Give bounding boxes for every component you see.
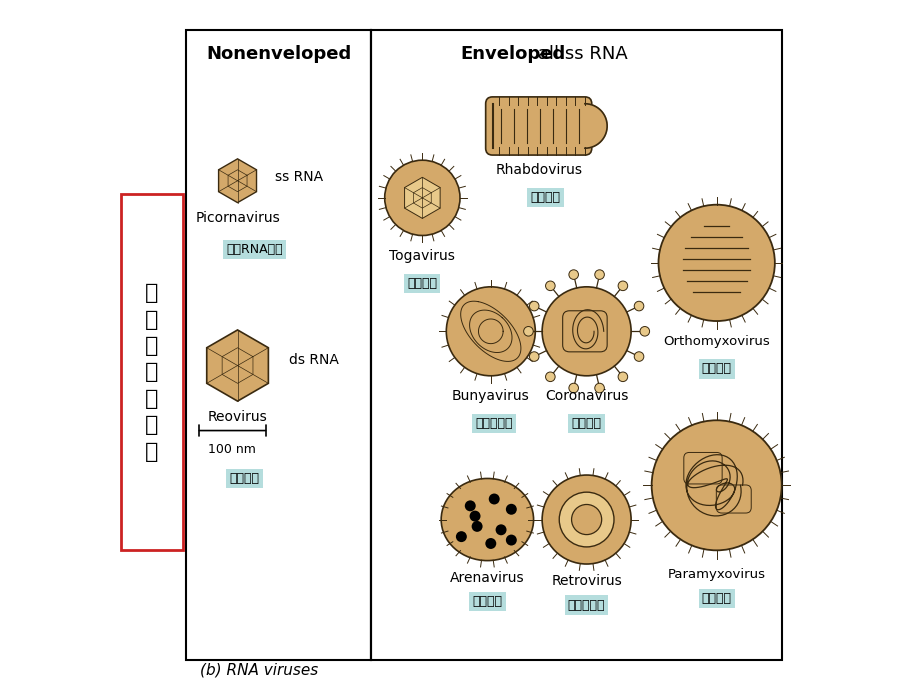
Polygon shape xyxy=(219,159,256,203)
Circle shape xyxy=(471,521,482,532)
Circle shape xyxy=(505,504,516,515)
Text: Retrovirus: Retrovirus xyxy=(550,574,621,588)
FancyBboxPatch shape xyxy=(485,97,591,155)
Circle shape xyxy=(571,504,601,535)
Circle shape xyxy=(651,420,781,551)
Text: Orthomyxovirus: Orthomyxovirus xyxy=(663,335,769,348)
Circle shape xyxy=(640,326,649,336)
Circle shape xyxy=(541,287,630,376)
Text: 动
物
病
毒
的
类
型: 动 物 病 毒 的 类 型 xyxy=(145,283,158,462)
Text: Arenavirus: Arenavirus xyxy=(449,571,524,584)
Text: all ss RNA: all ss RNA xyxy=(531,45,627,63)
FancyBboxPatch shape xyxy=(121,195,183,551)
FancyBboxPatch shape xyxy=(186,30,370,660)
Text: Picornavirus: Picornavirus xyxy=(195,211,279,226)
Circle shape xyxy=(545,281,554,290)
Circle shape xyxy=(523,326,533,336)
Circle shape xyxy=(485,538,495,549)
Text: Togavirus: Togavirus xyxy=(389,249,455,263)
Text: Reovirus: Reovirus xyxy=(208,410,267,424)
Text: 冠状病毒: 冠状病毒 xyxy=(571,417,601,430)
Circle shape xyxy=(488,493,499,504)
Circle shape xyxy=(541,475,630,564)
Text: Paramyxovirus: Paramyxovirus xyxy=(667,568,765,581)
Circle shape xyxy=(505,535,516,546)
Circle shape xyxy=(495,524,506,535)
Text: Bunyavirus: Bunyavirus xyxy=(451,389,529,404)
Circle shape xyxy=(469,511,480,522)
Text: 沙砾病毒: 沙砾病毒 xyxy=(471,595,502,608)
Text: 被膜病毒: 被膜病毒 xyxy=(407,277,437,290)
Circle shape xyxy=(464,500,475,511)
Circle shape xyxy=(594,270,604,279)
Text: 呼肠病毒: 呼肠病毒 xyxy=(229,472,259,485)
Polygon shape xyxy=(404,177,439,218)
Polygon shape xyxy=(207,330,268,401)
Circle shape xyxy=(528,352,539,362)
Circle shape xyxy=(528,302,539,311)
Circle shape xyxy=(568,270,578,279)
Text: 微小RNA病毒: 微小RNA病毒 xyxy=(226,243,283,256)
Circle shape xyxy=(618,372,627,382)
Text: Rhabdovirus: Rhabdovirus xyxy=(494,164,582,177)
Circle shape xyxy=(568,383,578,393)
Ellipse shape xyxy=(441,478,533,560)
Circle shape xyxy=(633,352,643,362)
Text: 弹状病毒: 弹状病毒 xyxy=(530,191,560,204)
Text: Coronavirus: Coronavirus xyxy=(544,389,628,404)
FancyBboxPatch shape xyxy=(370,30,781,660)
Circle shape xyxy=(594,383,604,393)
Text: 副粘病毒: 副粘病毒 xyxy=(701,592,731,604)
Text: 正粘病毒: 正粘病毒 xyxy=(701,362,731,375)
Circle shape xyxy=(658,205,774,321)
Circle shape xyxy=(456,531,466,542)
Text: Nonenveloped: Nonenveloped xyxy=(206,45,351,63)
Polygon shape xyxy=(584,104,607,148)
Text: ds RNA: ds RNA xyxy=(289,353,338,367)
Text: 布尼亚病毒: 布尼亚病毒 xyxy=(475,417,513,430)
Circle shape xyxy=(446,287,535,376)
Text: Enveloped: Enveloped xyxy=(460,45,564,63)
Text: (b) RNA viruses: (b) RNA viruses xyxy=(199,662,318,678)
Circle shape xyxy=(384,160,460,235)
Text: 100 nm: 100 nm xyxy=(209,443,256,456)
Circle shape xyxy=(633,302,643,311)
Text: ss RNA: ss RNA xyxy=(275,170,323,184)
Text: 反转录病毒: 反转录病毒 xyxy=(567,599,605,611)
Circle shape xyxy=(559,492,613,547)
Circle shape xyxy=(545,372,554,382)
Circle shape xyxy=(618,281,627,290)
